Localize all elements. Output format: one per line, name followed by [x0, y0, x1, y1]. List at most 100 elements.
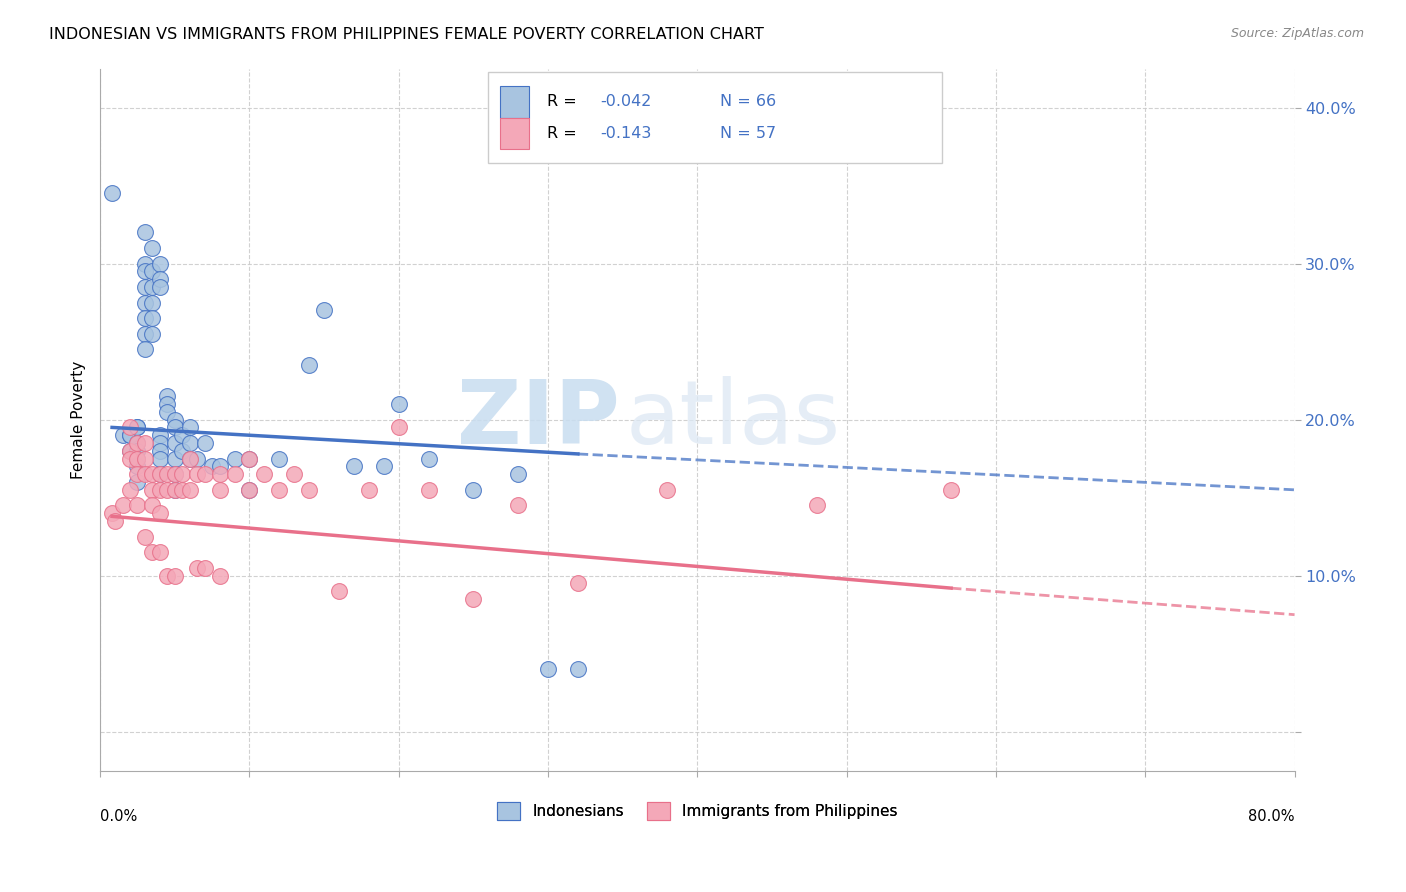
Point	[127, 443, 149, 458]
Point	[149, 436, 172, 450]
Point	[163, 467, 186, 482]
Point	[194, 467, 217, 482]
Point	[141, 241, 163, 255]
Point	[149, 443, 172, 458]
Point	[172, 467, 194, 482]
Point	[208, 467, 231, 482]
Point	[179, 451, 201, 466]
Point	[127, 436, 149, 450]
Point	[172, 428, 194, 442]
Point	[156, 467, 179, 482]
FancyBboxPatch shape	[501, 86, 529, 118]
Point	[101, 506, 124, 520]
Point	[134, 326, 156, 341]
FancyBboxPatch shape	[501, 118, 529, 149]
Point	[141, 499, 163, 513]
Y-axis label: Female Poverty: Female Poverty	[72, 360, 86, 479]
Point	[163, 420, 186, 434]
Point	[101, 186, 124, 201]
Text: N = 66: N = 66	[720, 94, 776, 109]
Point	[186, 561, 208, 575]
Point	[118, 451, 141, 466]
Point	[163, 412, 186, 426]
Point	[238, 483, 260, 497]
Point	[149, 428, 172, 442]
Point	[149, 272, 172, 286]
Point	[298, 358, 321, 372]
Point	[111, 428, 134, 442]
Point	[208, 459, 231, 474]
Point	[208, 483, 231, 497]
Point	[179, 451, 201, 466]
FancyBboxPatch shape	[488, 72, 942, 163]
Text: INDONESIAN VS IMMIGRANTS FROM PHILIPPINES FEMALE POVERTY CORRELATION CHART: INDONESIAN VS IMMIGRANTS FROM PHILIPPINE…	[49, 27, 763, 42]
Point	[806, 499, 828, 513]
Point	[163, 451, 186, 466]
Point	[508, 467, 530, 482]
Text: 0.0%: 0.0%	[100, 809, 138, 824]
Point	[134, 280, 156, 294]
Point	[269, 451, 291, 466]
Point	[269, 483, 291, 497]
Point	[149, 467, 172, 482]
Point	[163, 483, 186, 497]
Point	[118, 420, 141, 434]
Point	[253, 467, 276, 482]
Point	[298, 483, 321, 497]
Point	[357, 483, 380, 497]
Point	[567, 576, 589, 591]
Point	[179, 483, 201, 497]
Point	[156, 568, 179, 582]
Point	[134, 295, 156, 310]
Point	[134, 530, 156, 544]
Point	[141, 545, 163, 559]
Point	[343, 459, 366, 474]
Point	[388, 397, 411, 411]
Point	[134, 264, 156, 278]
Point	[179, 436, 201, 450]
Text: N = 57: N = 57	[720, 127, 776, 141]
Point	[463, 483, 485, 497]
Point	[314, 303, 336, 318]
Point	[127, 499, 149, 513]
Text: -0.143: -0.143	[600, 127, 652, 141]
Point	[149, 280, 172, 294]
Point	[141, 326, 163, 341]
Point	[127, 451, 149, 466]
Point	[163, 467, 186, 482]
Legend: Indonesians, Immigrants from Philippines: Indonesians, Immigrants from Philippines	[491, 796, 904, 826]
Point	[134, 343, 156, 357]
Point	[149, 545, 172, 559]
Point	[134, 436, 156, 450]
Point	[418, 483, 440, 497]
Point	[118, 483, 141, 497]
Point	[163, 568, 186, 582]
Point	[134, 311, 156, 326]
Point	[118, 443, 141, 458]
Text: R =: R =	[547, 127, 582, 141]
Point	[156, 483, 179, 497]
Point	[156, 397, 179, 411]
Point	[104, 514, 127, 528]
Point	[149, 467, 172, 482]
Point	[111, 499, 134, 513]
Point	[127, 475, 149, 489]
Point	[163, 483, 186, 497]
Point	[127, 467, 149, 482]
Point	[141, 467, 163, 482]
Point	[941, 483, 963, 497]
Text: Source: ZipAtlas.com: Source: ZipAtlas.com	[1230, 27, 1364, 40]
Text: ZIP: ZIP	[457, 376, 620, 463]
Point	[238, 451, 260, 466]
Point	[134, 256, 156, 270]
Point	[463, 592, 485, 607]
Point	[163, 436, 186, 450]
Point	[134, 451, 156, 466]
Point	[127, 420, 149, 434]
Point	[194, 561, 217, 575]
Text: atlas: atlas	[626, 376, 841, 463]
Point	[238, 451, 260, 466]
Text: -0.042: -0.042	[600, 94, 652, 109]
Point	[567, 662, 589, 676]
Point	[238, 483, 260, 497]
